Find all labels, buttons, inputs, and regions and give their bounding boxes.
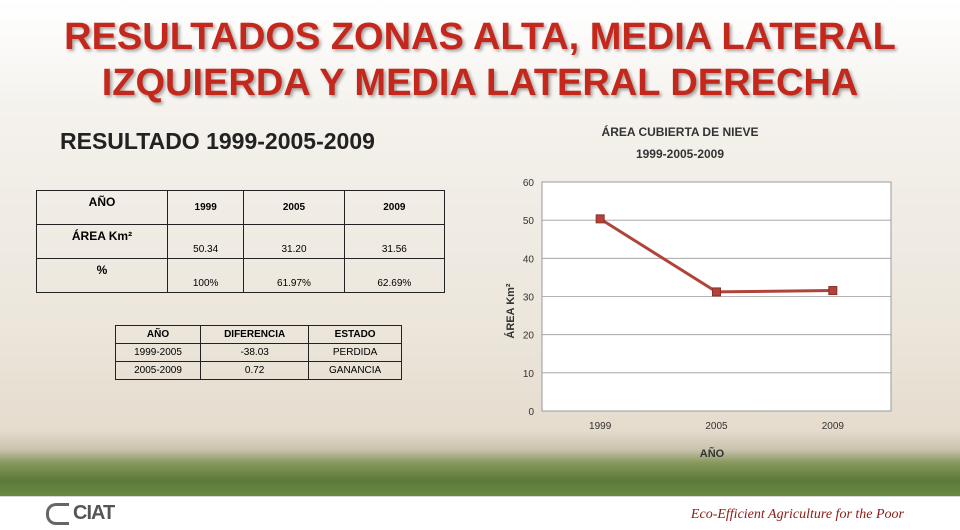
table-row: ÁREA Km² 50.34 31.20 31.56 (36, 224, 446, 259)
y-tick-label: 30 (523, 293, 535, 304)
chart-title: ÁREA CUBIERTA DE NIEVE (602, 124, 759, 139)
chart-series (595, 214, 838, 297)
table-cell: 31.56 (343, 224, 446, 259)
data-point (712, 287, 721, 297)
table-row: AÑO DIFERENCIA ESTADO (114, 325, 402, 344)
table-row: 2005-2009 0.72 GANANCIA (114, 361, 402, 380)
y-tick-label: 50 (523, 216, 535, 227)
y-axis-label: ÁREA Km² (504, 283, 517, 339)
x-axis-label: AÑO (700, 447, 725, 460)
area-table: AÑO 1999 2005 2009 ÁREA Km² 50.34 31.20 … (36, 190, 446, 293)
table-cell: GANANCIA (308, 361, 402, 380)
ciat-logo-icon (46, 502, 69, 525)
table-cell: 50.34 (166, 224, 245, 259)
table-row: AÑO 1999 2005 2009 (36, 190, 446, 225)
table-cell: AÑO (114, 325, 202, 344)
y-tick-label: 20 (523, 331, 535, 342)
table-cell: 2005-2009 (114, 361, 202, 380)
table-row: % 100% 61.97% 62.69% (36, 258, 446, 293)
x-tick-label: 1999 (589, 421, 612, 432)
footer-bar (0, 496, 960, 530)
table-cell: DIFERENCIA (200, 325, 310, 344)
table-cell: -38.03 (200, 343, 310, 362)
table-cell: ÁREA Km² (36, 224, 168, 259)
x-tick-label: 2005 (705, 421, 728, 432)
slide-title: RESULTADOS ZONAS ALTA, MEDIA LATERAL IZQ… (64, 16, 896, 104)
y-tick-label: 60 (523, 178, 535, 189)
data-point (595, 214, 605, 224)
table-cell: PERDIDA (308, 343, 402, 362)
chart-axes: 0 10 20 30 40 50 60 1999 2005 2009 (523, 178, 845, 432)
ciat-logo: CIAT (46, 502, 115, 525)
y-tick-label: 40 (523, 254, 535, 265)
table-cell: 1999-2005 (114, 343, 202, 362)
table-cell: 100% (166, 258, 245, 293)
table-cell: 62.69% (343, 258, 446, 293)
table-cell: % (36, 258, 168, 293)
chart-grid (541, 181, 892, 412)
table-cell: 0.72 (200, 361, 310, 380)
table-cell: 61.97% (243, 258, 345, 293)
ciat-logo-text: CIAT (73, 502, 115, 524)
table-cell: AÑO (36, 190, 168, 225)
table-cell: 2005 (243, 190, 345, 225)
difference-table: AÑO DIFERENCIA ESTADO 1999-2005 -38.03 P… (114, 325, 402, 380)
x-tick-label: 2009 (822, 421, 845, 432)
table-cell: 1999 (166, 190, 245, 225)
chart-title-years: 1999-2005-2009 (636, 147, 724, 161)
table-cell: 2009 (343, 190, 446, 225)
y-tick-label: 10 (523, 369, 535, 380)
table-cell: ESTADO (308, 325, 402, 344)
chart-svg: ÁREA CUBIERTA DE NIEVE 1999-2005-2009 0 1… (504, 124, 892, 460)
y-tick-label: 0 (528, 407, 534, 418)
table-cell: 31.20 (243, 224, 345, 259)
slide-subtitle: RESULTADO 1999-2005-2009 (60, 128, 375, 154)
area-chart: ÁREA CUBIERTA DE NIEVE 1999-2005-2009 0 1… (495, 118, 895, 468)
footer-tagline: Eco-Efficient Agriculture for the Poor (690, 507, 904, 522)
data-point (828, 286, 838, 296)
table-row: 1999-2005 -38.03 PERDIDA (114, 343, 402, 362)
